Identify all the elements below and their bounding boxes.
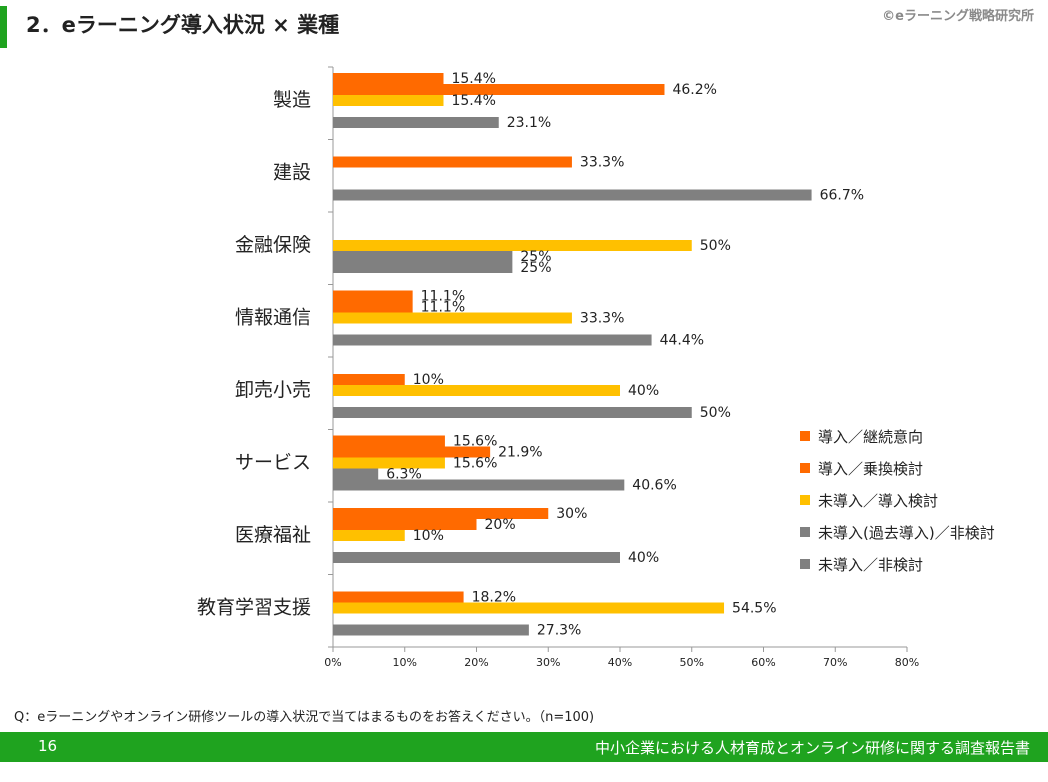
bar xyxy=(333,189,812,201)
bar xyxy=(333,312,572,324)
data-label: 21.9% xyxy=(498,445,542,461)
data-label: 40.6% xyxy=(632,478,676,494)
data-label: 44.4% xyxy=(660,333,704,349)
data-label: 11.1% xyxy=(421,289,465,305)
data-label: 10% xyxy=(413,372,444,388)
footer-bar: 16 中小企業における人材育成とオンライン研修に関する調査報告書 xyxy=(0,732,1048,762)
bar xyxy=(333,334,652,346)
bar xyxy=(333,301,413,313)
x-tick-label: 0% xyxy=(324,656,341,669)
data-label: 6.3% xyxy=(386,467,422,483)
bar xyxy=(333,591,464,603)
bar xyxy=(333,446,491,458)
bar xyxy=(333,552,620,563)
x-tick-label: 10% xyxy=(393,656,417,669)
bar xyxy=(333,435,445,447)
bar xyxy=(333,407,692,418)
data-label: 25% xyxy=(520,260,551,276)
bar xyxy=(333,73,444,84)
data-label: 54.5% xyxy=(732,601,776,617)
category-label: 情報通信 xyxy=(235,307,311,329)
data-label: 40% xyxy=(628,383,659,399)
category-label: 金融保険 xyxy=(235,234,311,256)
bar xyxy=(333,385,620,396)
bar xyxy=(333,84,665,95)
bar xyxy=(333,457,445,469)
data-label: 18.2% xyxy=(472,590,516,606)
bar xyxy=(333,479,625,491)
category-label: 医療福祉 xyxy=(235,524,311,546)
bar xyxy=(333,240,692,251)
bar xyxy=(333,602,725,614)
x-tick-label: 70% xyxy=(823,656,847,669)
legend-label: 導入／継続意向 xyxy=(818,428,923,446)
bar xyxy=(333,95,444,106)
x-tick-label: 80% xyxy=(895,656,919,669)
x-tick-label: 50% xyxy=(680,656,704,669)
data-label: 30% xyxy=(556,506,587,522)
data-label: 40% xyxy=(628,550,659,566)
category-label: 製造 xyxy=(273,89,311,111)
data-label: 15.6% xyxy=(453,434,497,450)
bar xyxy=(333,624,529,636)
legend-swatch xyxy=(800,463,810,473)
data-label: 66.7% xyxy=(820,188,864,204)
data-label: 15.4% xyxy=(451,71,495,87)
survey-question: Q：eラーニングやオンライン研修ツールの導入状況で当てはまるものをお答えください… xyxy=(14,710,595,725)
data-label: 27.3% xyxy=(537,623,581,639)
bar xyxy=(333,156,572,168)
legend-label: 未導入／非検討 xyxy=(818,556,923,574)
data-label: 50% xyxy=(700,405,731,421)
bar xyxy=(333,251,513,262)
bar xyxy=(333,468,379,480)
bar xyxy=(333,290,413,302)
data-label: 50% xyxy=(700,238,731,254)
bar xyxy=(333,519,477,530)
bar xyxy=(333,530,405,541)
data-label: 23.1% xyxy=(507,115,551,131)
title-accent-bar xyxy=(0,6,7,48)
data-label: 15.6% xyxy=(453,456,497,472)
legend-swatch xyxy=(800,527,810,537)
report-title: 中小企業における人材育成とオンライン研修に関する調査報告書 xyxy=(594,739,1030,757)
category-label: 卸売小売 xyxy=(235,379,311,401)
data-label: 20% xyxy=(485,517,516,533)
data-label: 46.2% xyxy=(672,82,716,98)
page-title: 2．eラーニング導入状況 × 業種 xyxy=(26,13,340,37)
data-label: 10% xyxy=(413,528,444,544)
bar xyxy=(333,262,513,273)
bar xyxy=(333,117,499,128)
data-label: 11.1% xyxy=(421,300,465,316)
legend-swatch xyxy=(800,559,810,569)
category-label: 教育学習支援 xyxy=(197,597,311,619)
data-label: 15.4% xyxy=(451,93,495,109)
category-label: 建設 xyxy=(273,162,311,184)
bar xyxy=(333,508,549,519)
legend-label: 導入／乗換検討 xyxy=(818,460,923,478)
x-tick-label: 20% xyxy=(464,656,488,669)
legend-swatch xyxy=(800,495,810,505)
page-number: 16 xyxy=(38,737,58,755)
x-tick-label: 60% xyxy=(751,656,775,669)
data-label: 25% xyxy=(520,249,551,265)
x-tick-label: 40% xyxy=(608,656,632,669)
legend-label: 未導入(過去導入)／非検討 xyxy=(818,524,995,542)
category-label: サービス xyxy=(235,452,311,474)
bar xyxy=(333,374,405,385)
data-label: 33.3% xyxy=(580,155,624,171)
x-tick-label: 30% xyxy=(536,656,560,669)
copyright-text: ©eラーニング戦略研究所 xyxy=(882,9,1034,24)
data-label: 33.3% xyxy=(580,311,624,327)
legend-label: 未導入／導入検討 xyxy=(818,492,938,510)
legend-swatch xyxy=(800,431,810,441)
